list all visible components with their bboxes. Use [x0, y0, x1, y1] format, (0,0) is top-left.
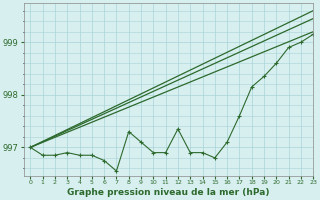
X-axis label: Graphe pression niveau de la mer (hPa): Graphe pression niveau de la mer (hPa) [68, 188, 270, 197]
